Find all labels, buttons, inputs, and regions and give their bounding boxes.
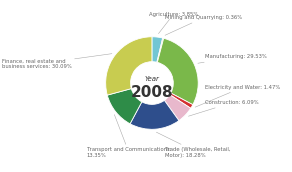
Text: Finance, real estate and
business services: 30.09%: Finance, real estate and business servic… — [2, 54, 112, 69]
Wedge shape — [107, 89, 142, 124]
Text: Agriculture: 3.85%: Agriculture: 3.85% — [149, 12, 198, 34]
Text: Construction: 6.09%: Construction: 6.09% — [188, 100, 259, 116]
Wedge shape — [106, 37, 152, 95]
Wedge shape — [164, 95, 191, 121]
Text: Electricity and Water: 1.47%: Electricity and Water: 1.47% — [195, 85, 281, 107]
Text: Trade (Wholesale, Retail,
Motor): 18.28%: Trade (Wholesale, Retail, Motor): 18.28% — [156, 132, 230, 158]
Text: Mining and Quarrying: 0.36%: Mining and Quarrying: 0.36% — [165, 15, 242, 35]
Text: Manufacturing: 29.53%: Manufacturing: 29.53% — [198, 54, 267, 63]
Wedge shape — [170, 93, 193, 108]
Text: Transport and Communications:
13.35%: Transport and Communications: 13.35% — [87, 115, 171, 158]
Wedge shape — [157, 38, 164, 62]
Wedge shape — [130, 100, 179, 129]
Text: 2008: 2008 — [131, 85, 173, 100]
Text: Year: Year — [145, 76, 159, 82]
Wedge shape — [157, 38, 198, 105]
Wedge shape — [152, 37, 163, 62]
